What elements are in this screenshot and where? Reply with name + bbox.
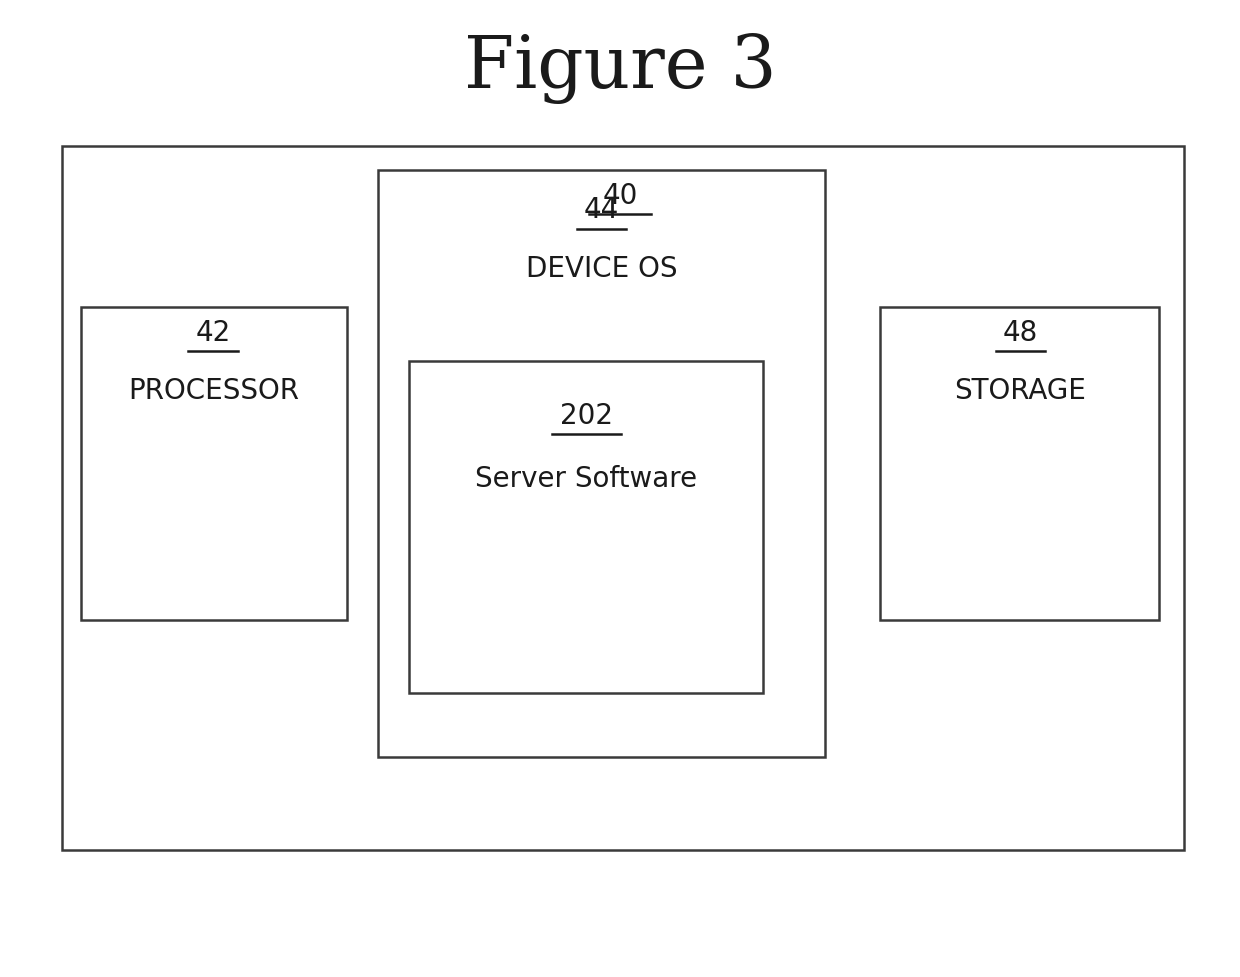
Text: DEVICE OS: DEVICE OS (526, 255, 677, 282)
Text: PROCESSOR: PROCESSOR (128, 377, 299, 404)
Bar (880, 308, 1159, 620)
Text: Server Software: Server Software (475, 465, 698, 492)
Text: STORAGE: STORAGE (955, 377, 1086, 404)
Text: 40: 40 (603, 182, 637, 209)
Text: Figure 3: Figure 3 (464, 33, 776, 104)
Text: 48: 48 (1003, 319, 1038, 346)
Bar (81, 308, 347, 620)
Bar (409, 361, 763, 694)
Text: 44: 44 (584, 196, 619, 224)
Text: 42: 42 (196, 319, 231, 346)
Bar (62, 147, 1184, 850)
Text: 202: 202 (560, 402, 613, 429)
Bar (378, 171, 825, 757)
